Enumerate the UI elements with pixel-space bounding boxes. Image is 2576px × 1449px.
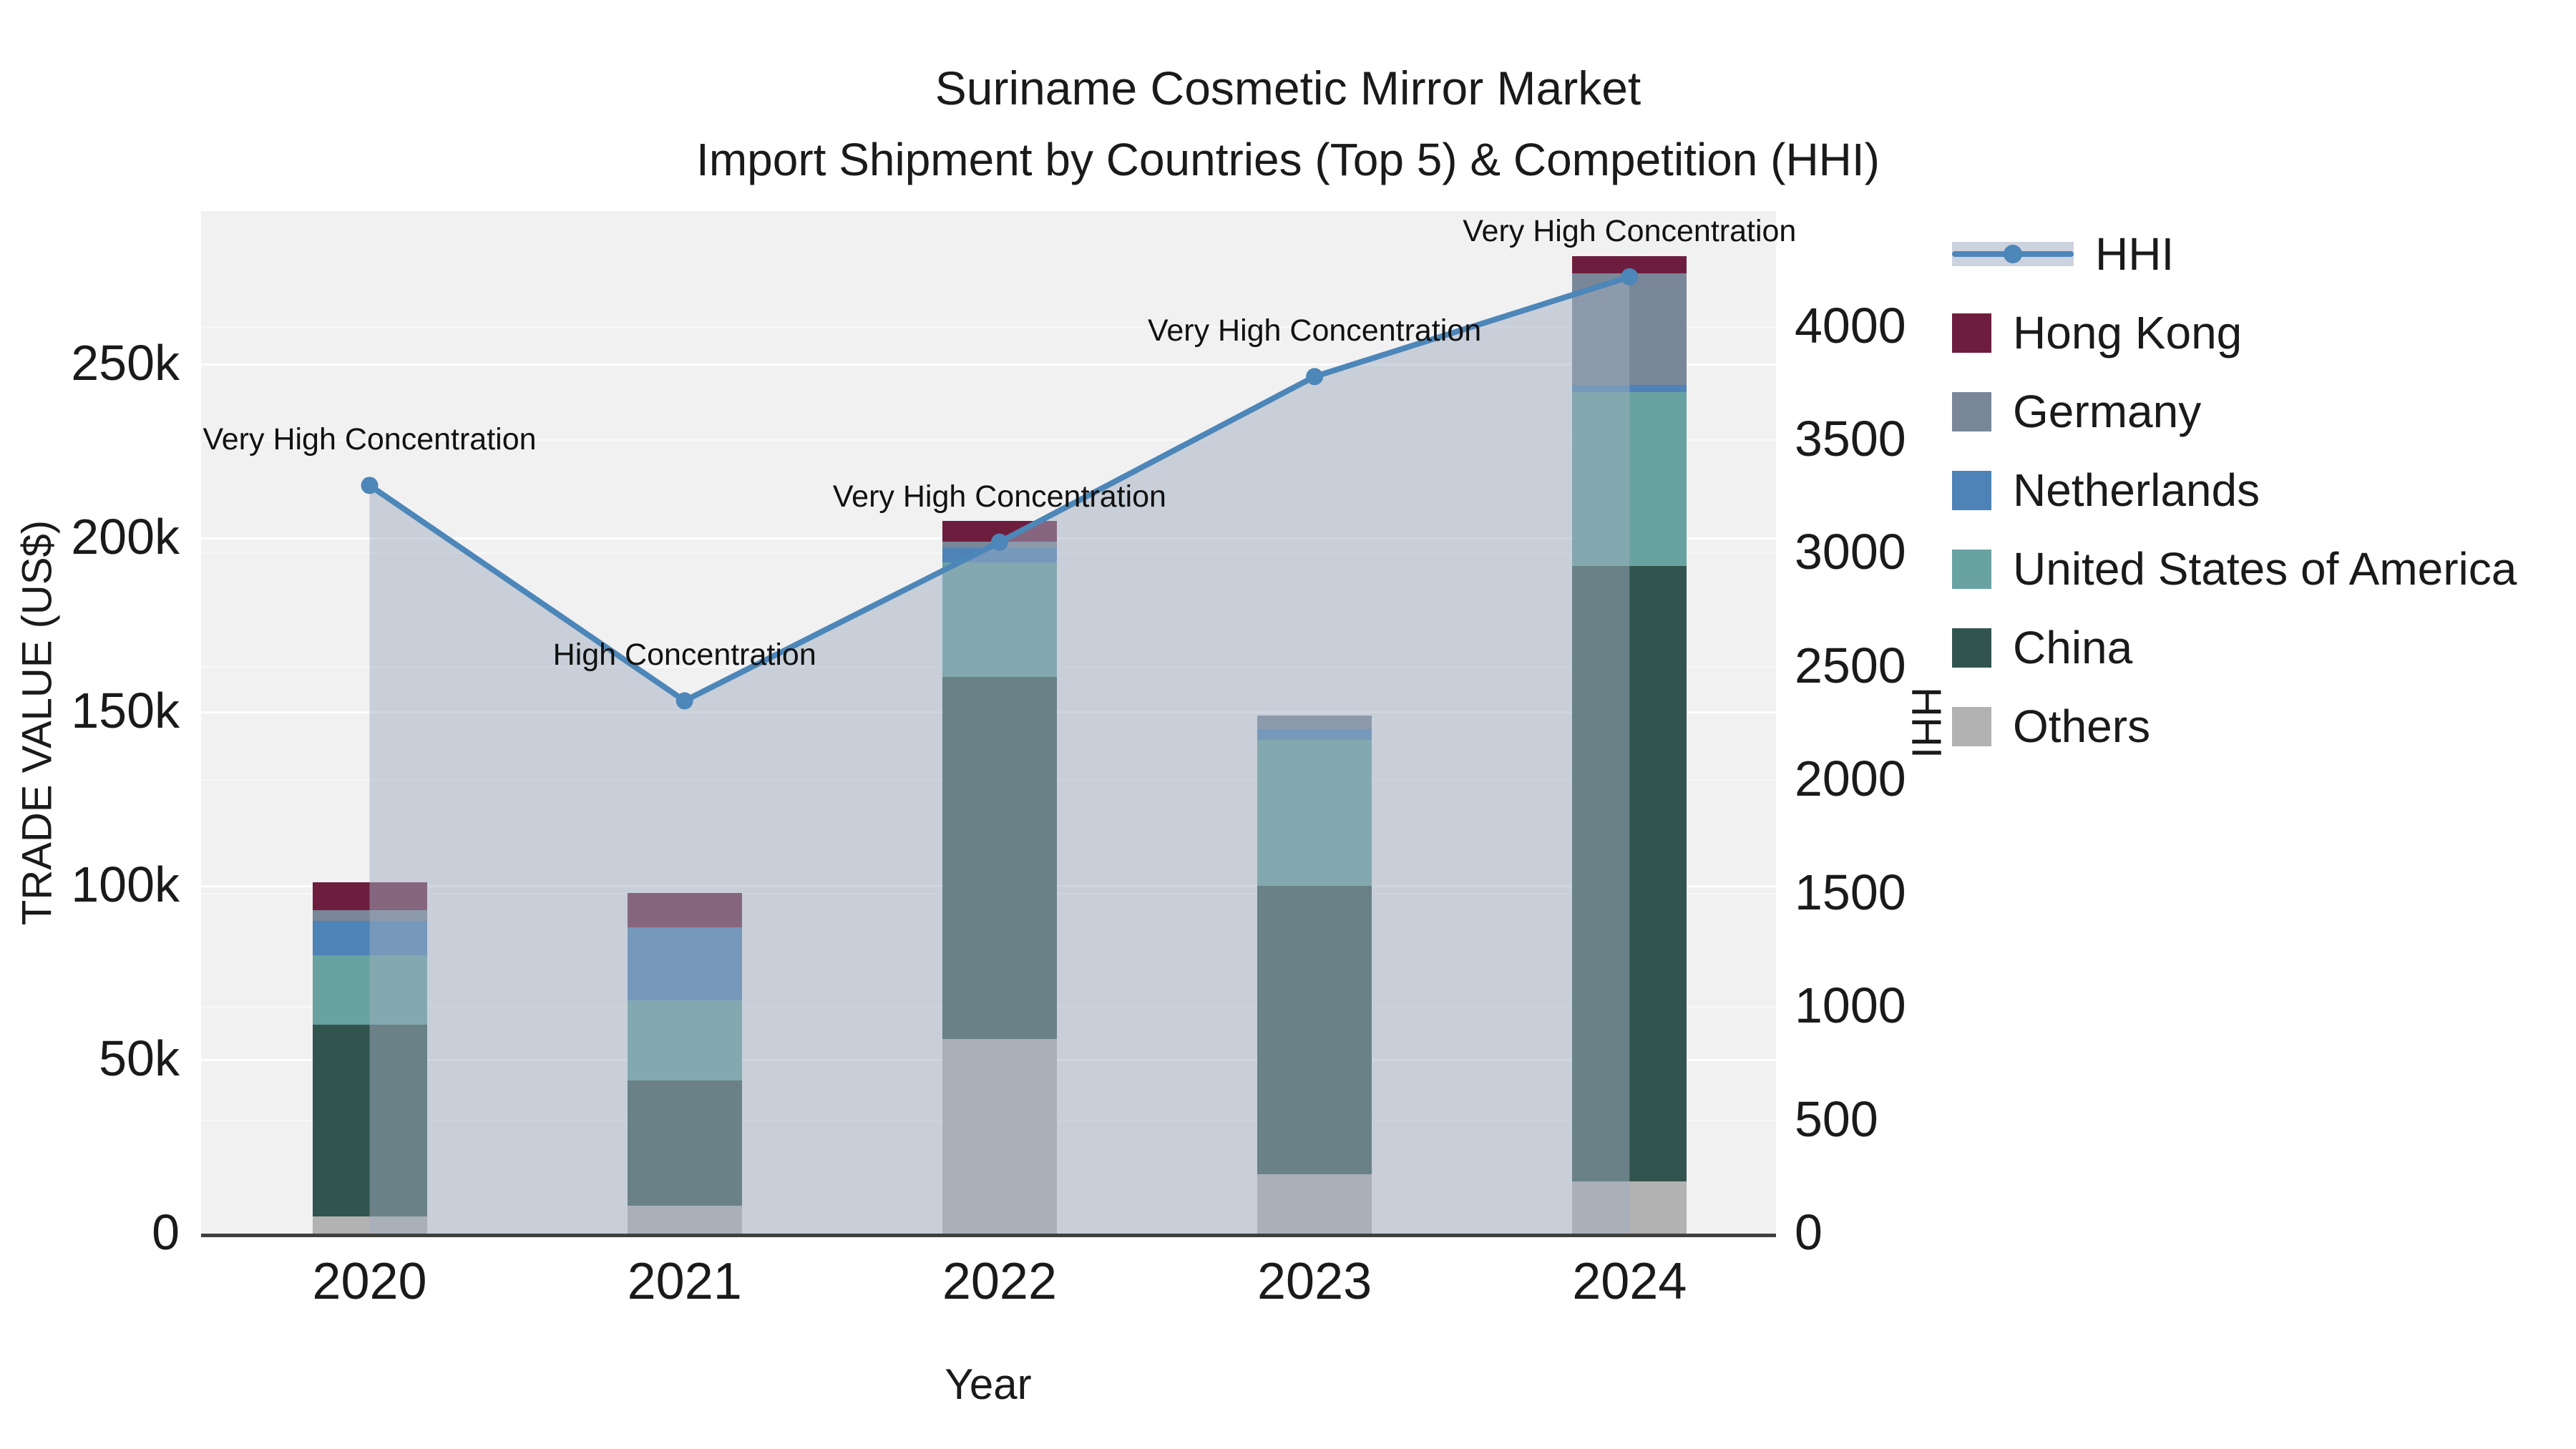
- x-tick-2024: 2024: [1572, 1253, 1687, 1310]
- legend-item-others[interactable]: Others: [1952, 700, 2517, 753]
- legend-item-hong-kong[interactable]: Hong Kong: [1952, 306, 2517, 359]
- chart-subtitle: Import Shipment by Countries (Top 5) & C…: [696, 134, 1880, 186]
- y-right-tick-0: 0: [1795, 1204, 1823, 1260]
- y-right-tick-4000: 4000: [1795, 297, 1906, 353]
- y-left-tick-0: 0: [152, 1204, 180, 1260]
- legend-item-china[interactable]: China: [1952, 621, 2517, 674]
- legend-item-hhi[interactable]: HHI: [1952, 228, 2517, 280]
- gridline-right-3500: [201, 439, 1776, 441]
- legend-swatch-icon: [1952, 470, 1991, 510]
- hhi-legend-marker-icon: [1952, 236, 2074, 272]
- legend-swatch-icon: [1952, 706, 1991, 746]
- y-axis-right-title: HHI: [1903, 687, 1950, 758]
- x-tick-2022: 2022: [942, 1253, 1057, 1310]
- annotation-2021: High Concentration: [552, 638, 816, 673]
- legend-item-germany[interactable]: Germany: [1952, 385, 2517, 438]
- plot-area: [201, 211, 1776, 1237]
- y-right-tick-1000: 1000: [1795, 977, 1906, 1034]
- y-right-tick-1500: 1500: [1795, 864, 1906, 920]
- x-axis-title: Year: [945, 1360, 1032, 1408]
- legend-item-united-states-of-america[interactable]: United States of America: [1952, 542, 2517, 595]
- legend-label: China: [2013, 622, 2133, 673]
- legend: HHI Hong Kong Germany Netherlands United Sta…: [1952, 228, 2517, 753]
- legend-swatch-icon: [1952, 628, 1991, 668]
- annotation-2023: Very High Concentration: [1148, 313, 1482, 348]
- y-left-tick-150k: 150k: [71, 682, 180, 738]
- x-tick-2021: 2021: [627, 1253, 742, 1310]
- legend-label: Hong Kong: [2013, 307, 2243, 358]
- legend-label: Others: [2013, 701, 2151, 752]
- y-left-tick-250k: 250k: [71, 334, 180, 391]
- hhi-area-fill: [369, 276, 1630, 1234]
- gridline-right-4000: [201, 326, 1776, 328]
- x-tick-2020: 2020: [312, 1253, 427, 1310]
- legend-label: Germany: [2013, 386, 2202, 437]
- annotation-2024: Very High Concentration: [1463, 213, 1797, 248]
- y-right-tick-2500: 2500: [1795, 637, 1906, 693]
- hhi-marker-dot-icon: [2004, 245, 2022, 263]
- legend-swatch-icon: [1952, 391, 1991, 431]
- y-left-tick-100k: 100k: [71, 856, 180, 912]
- chart-title: Suriname Cosmetic Mirror Market: [935, 62, 1641, 114]
- annotation-2022: Very High Concentration: [832, 479, 1166, 514]
- y-right-tick-3500: 3500: [1795, 411, 1906, 467]
- legend-label: Netherlands: [2013, 464, 2260, 516]
- hhi-marker-2020[interactable]: [361, 477, 379, 494]
- y-right-tick-3000: 3000: [1795, 524, 1906, 580]
- chart-title-block: Suriname Cosmetic Mirror Market Import S…: [0, 52, 2576, 195]
- hhi-line-chart: [361, 268, 1639, 1234]
- legend-label: HHI: [2095, 228, 2175, 280]
- y-right-tick-2000: 2000: [1795, 751, 1906, 807]
- hhi-marker-2022[interactable]: [990, 533, 1008, 551]
- legend-swatch-icon: [1952, 313, 1991, 353]
- gridline-left-250k: [201, 363, 1776, 366]
- legend-item-netherlands[interactable]: Netherlands: [1952, 464, 2517, 517]
- y-left-tick-50k: 50k: [99, 1030, 180, 1086]
- hhi-marker-2021[interactable]: [675, 692, 693, 710]
- x-tick-2023: 2023: [1257, 1253, 1372, 1310]
- y-left-tick-200k: 200k: [71, 508, 180, 565]
- legend-label: United States of America: [2013, 543, 2517, 595]
- annotation-2020: Very High Concentration: [203, 422, 537, 457]
- hhi-marker-2023[interactable]: [1306, 368, 1324, 386]
- hhi-marker-2024[interactable]: [1621, 268, 1639, 286]
- y-right-tick-500: 500: [1795, 1091, 1878, 1147]
- legend-swatch-icon: [1952, 549, 1991, 589]
